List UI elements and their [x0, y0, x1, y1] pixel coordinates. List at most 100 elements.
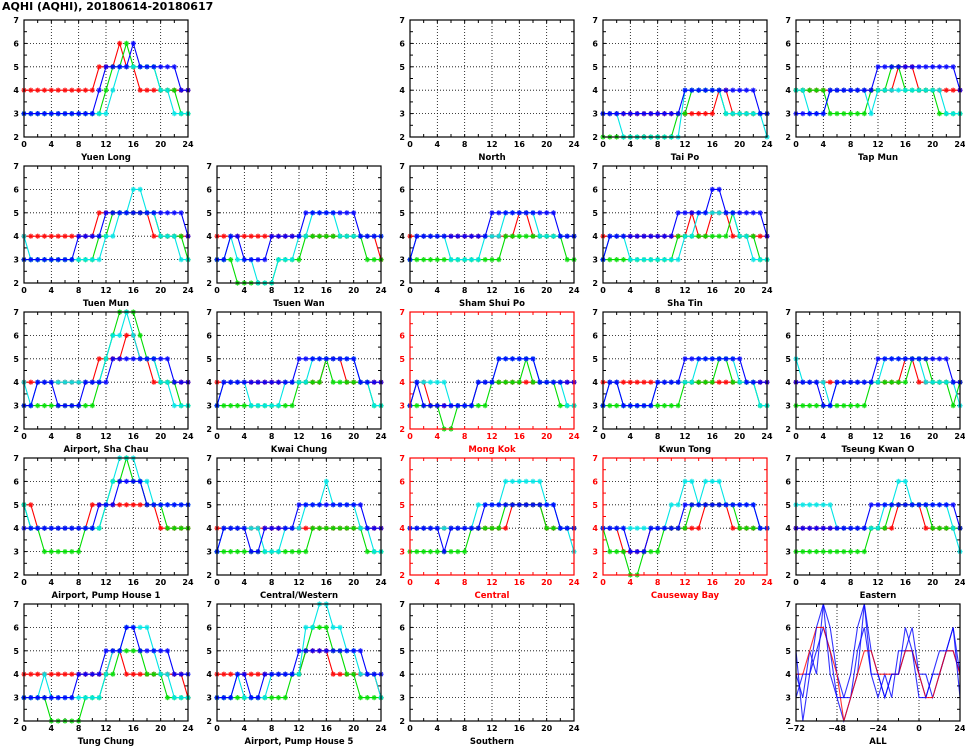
y-tick-label: 5 — [592, 63, 598, 72]
data-point-red — [923, 525, 929, 531]
x-tick-label: 8 — [462, 432, 468, 441]
panel-label: Causeway Bay — [651, 591, 720, 601]
data-point-green — [668, 403, 674, 409]
data-point-blue — [357, 648, 364, 654]
data-point-blue — [648, 403, 654, 409]
y-tick-label: 6 — [785, 39, 791, 48]
data-point-green — [296, 549, 302, 555]
data-point-cyan — [737, 233, 743, 239]
data-point-blue — [221, 257, 227, 263]
data-point-cyan — [96, 525, 102, 531]
data-point-blue — [875, 64, 881, 70]
panel-label: ALL — [869, 737, 887, 747]
data-point-blue — [303, 648, 309, 654]
data-point-cyan — [503, 478, 509, 484]
data-point-green — [89, 403, 95, 409]
data-point-blue — [103, 648, 109, 654]
data-point-blue — [441, 233, 447, 239]
y-tick-label: 4 — [785, 670, 791, 679]
x-tick-label: 12 — [872, 578, 883, 587]
panel-label: Sham Shui Po — [459, 299, 525, 309]
data-point-blue — [689, 87, 695, 93]
data-point-blue — [468, 233, 475, 239]
data-point-cyan — [641, 525, 647, 531]
data-point-cyan — [895, 87, 902, 93]
data-point-blue — [800, 379, 806, 385]
data-point-blue — [144, 356, 150, 362]
data-point-blue — [544, 379, 550, 385]
data-point-cyan — [427, 379, 434, 385]
data-point-blue — [627, 403, 633, 409]
data-point-blue — [923, 356, 929, 362]
data-point-blue — [682, 356, 688, 362]
data-point-blue — [827, 525, 833, 531]
data-point-blue — [668, 379, 674, 385]
data-point-green — [614, 257, 620, 263]
data-point-green — [434, 257, 440, 263]
data-point-blue — [28, 111, 34, 117]
data-point-green — [296, 257, 302, 263]
data-point-green — [820, 549, 826, 555]
data-point-red — [35, 233, 41, 239]
data-point-blue — [489, 210, 495, 216]
data-point-green — [35, 403, 41, 409]
plot-frame — [795, 457, 961, 576]
x-tick-label: 8 — [655, 286, 661, 295]
y-tick-label: 4 — [13, 86, 19, 95]
data-point-green — [289, 403, 295, 409]
panel-label: Tsuen Wan — [273, 299, 324, 309]
y-tick-label: 6 — [592, 477, 598, 486]
data-point-green — [854, 111, 861, 117]
y-tick-label: 3 — [592, 110, 598, 119]
data-point-cyan — [164, 233, 171, 239]
x-tick-label: 0 — [793, 140, 799, 149]
data-point-blue — [655, 233, 661, 239]
data-point-red — [151, 233, 157, 239]
data-point-red — [689, 111, 695, 117]
data-point-green — [496, 257, 502, 263]
data-point-red — [523, 379, 529, 385]
data-point-blue — [234, 671, 241, 677]
panel-label: Central/Western — [260, 591, 338, 601]
data-point-blue — [330, 356, 336, 362]
data-point-blue — [282, 379, 288, 385]
data-point-red — [28, 671, 34, 677]
y-tick-label: 6 — [13, 331, 19, 340]
data-point-blue — [427, 403, 434, 409]
data-point-green — [55, 549, 61, 555]
data-point-cyan — [62, 379, 68, 385]
x-tick-label: 16 — [514, 286, 526, 295]
data-point-red — [221, 671, 227, 677]
x-tick-label: 16 — [514, 432, 526, 441]
data-point-blue — [316, 210, 323, 216]
panel-central-western: 0 4 8 12 16 20 24 2 3 4 5 6 7 Central/Western — [206, 454, 387, 601]
y-tick-label: 4 — [592, 378, 598, 387]
data-point-green — [103, 87, 109, 93]
data-point-blue — [35, 525, 41, 531]
data-point-green — [455, 549, 461, 555]
x-tick-label: 24 — [182, 578, 194, 587]
data-point-cyan — [523, 478, 529, 484]
plot-frame — [409, 19, 575, 138]
data-point-green — [221, 403, 227, 409]
y-tick-label: 2 — [206, 571, 212, 580]
data-point-green — [834, 549, 840, 555]
data-point-blue — [323, 210, 329, 216]
data-point-blue — [743, 379, 750, 385]
data-point-blue — [682, 502, 688, 508]
data-point-blue — [641, 111, 647, 117]
data-point-blue — [323, 502, 329, 508]
data-point-cyan — [178, 111, 184, 117]
data-point-blue — [164, 210, 171, 216]
data-point-red — [634, 379, 640, 385]
data-point-cyan — [303, 233, 309, 239]
data-point-cyan — [875, 525, 881, 531]
data-point-cyan — [800, 87, 806, 93]
data-point-cyan — [895, 478, 902, 484]
data-point-green — [344, 671, 350, 677]
data-point-blue — [310, 210, 316, 216]
x-tick-label: 24 — [568, 432, 580, 441]
data-point-green — [323, 233, 329, 239]
data-point-blue — [130, 356, 136, 362]
